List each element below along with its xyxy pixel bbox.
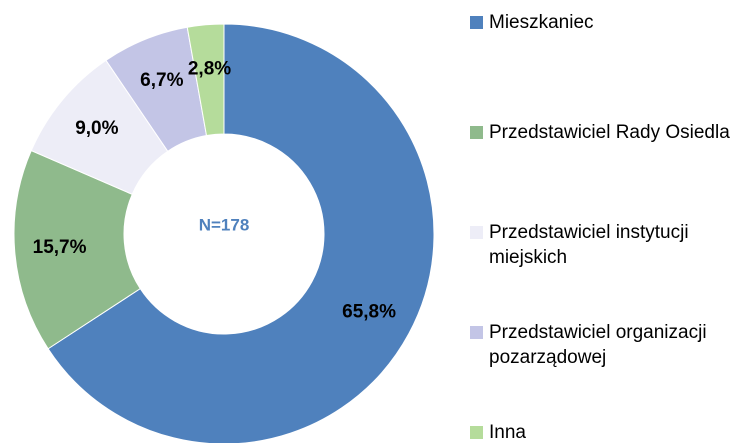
- legend-item: Przedstawiciel instytucji miejskich: [470, 220, 742, 270]
- legend-item: Mieszkaniec: [470, 10, 742, 35]
- legend-label: Inna: [489, 422, 526, 443]
- legend-swatch: [470, 126, 483, 139]
- legend-swatch: [470, 16, 483, 29]
- legend-swatch: [470, 326, 483, 339]
- value-label: 2,8%: [188, 59, 231, 80]
- legend-item: Przedstawiciel organizacji pozarządowej: [470, 320, 742, 370]
- legend-label: Przedstawiciel instytucji miejskich: [489, 222, 689, 268]
- slices: [13, 23, 435, 443]
- chart: N=178 65,8% 15,7% 9,0% 6,7%2,8%: [13, 23, 435, 443]
- value-label: 65,8%: [342, 302, 396, 323]
- legend-item: Przedstawiciel Rady Osiedla: [470, 120, 742, 145]
- donut-slice: [47, 23, 435, 443]
- donut-slice: [186, 23, 225, 137]
- legend-label: Przedstawiciel organizacji pozarządowej: [489, 322, 707, 368]
- value-label: 6,7%: [140, 70, 183, 91]
- donut-slice: [13, 149, 141, 350]
- legend-swatch: [470, 426, 483, 439]
- legend-item: Inna: [470, 420, 742, 445]
- legend-label: Mieszkaniec: [489, 12, 594, 33]
- legend-label: Przedstawiciel Rady Osiedla: [489, 122, 730, 143]
- value-label: 15,7%: [33, 237, 87, 258]
- value-label: 9,0%: [75, 118, 118, 139]
- legend-swatch: [470, 226, 483, 239]
- center-annotation: N=178: [199, 215, 250, 234]
